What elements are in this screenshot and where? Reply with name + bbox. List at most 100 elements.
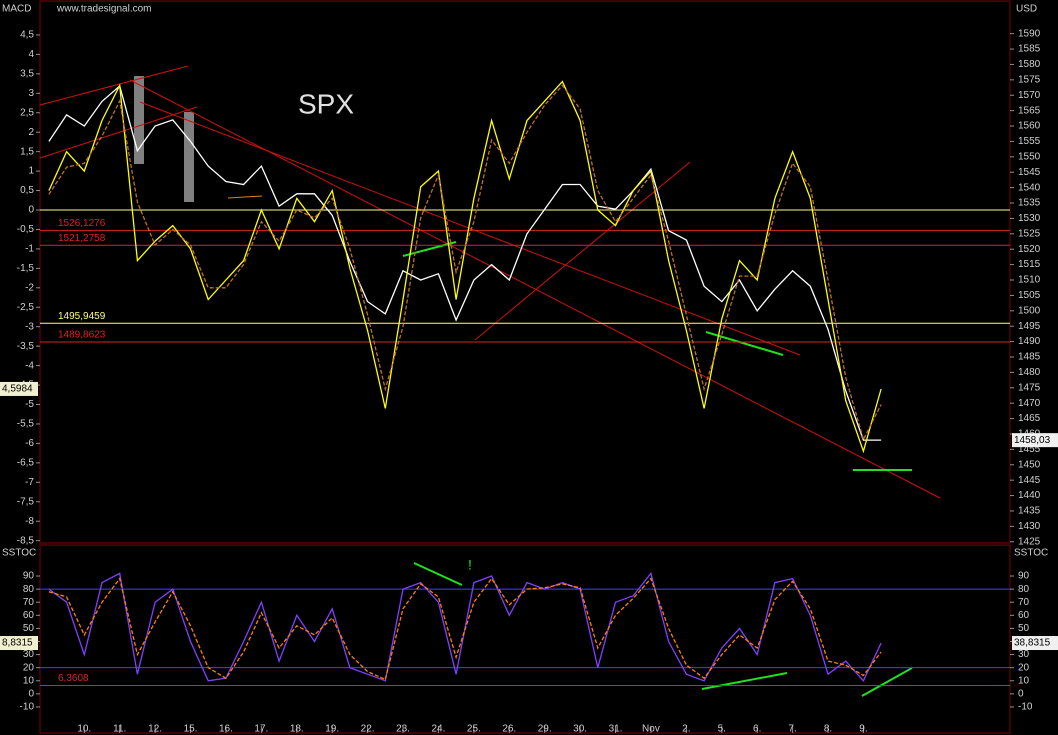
y2-tick-label: 1585 (1018, 44, 1041, 55)
y-tick-label: 1 (28, 166, 34, 177)
series-line (48, 84, 882, 441)
y-tick-label: 3,5 (20, 68, 34, 79)
y2-tick-label: 1545 (1018, 167, 1041, 178)
x-tick-label: 7. (788, 724, 796, 735)
y2-tick-label: 1480 (1018, 367, 1041, 378)
y2-tick-label: 1465 (1018, 413, 1041, 424)
x-tick-label: 25. (467, 724, 481, 735)
y-tick-label: 70 (23, 597, 35, 608)
y2-tick-label: 30 (1018, 649, 1030, 660)
y2-axis-label: USD (1016, 4, 1037, 15)
y-tick-label: 2 (28, 127, 34, 138)
x-tick-label: 2. (682, 724, 690, 735)
last-value-label: 38,8315 (1014, 638, 1051, 649)
y2-tick-label: 0 (1018, 689, 1024, 700)
x-tick-label: 15. (184, 724, 198, 735)
last-value-box (0, 381, 38, 396)
x-tick-label: 22. (361, 724, 375, 735)
y-tick-label: -7,5 (17, 496, 35, 507)
y2-tick-label: 1535 (1018, 198, 1041, 209)
y-tick-label: 30 (23, 649, 35, 660)
y-tick-label: -3,5 (17, 341, 35, 352)
y2-tick-label: 1515 (1018, 259, 1041, 270)
y2-tick-label: 1425 (1018, 536, 1041, 547)
y-tick-label: 1,5 (20, 146, 34, 157)
y2-tick-label: 1450 (1018, 459, 1041, 470)
divergence-line (413, 562, 463, 586)
y2-tick-label: 70 (1018, 597, 1030, 608)
highlight-bar (184, 112, 194, 202)
y2-tick-label: 1575 (1018, 74, 1041, 85)
y-tick-label: -5,5 (17, 419, 35, 430)
y2-tick-label: -10 (1018, 702, 1033, 713)
y2-tick-label: 1520 (1018, 244, 1041, 255)
y2-tick-label: 1475 (1018, 382, 1041, 393)
series-line (48, 84, 882, 442)
x-tick-label: 29. (538, 724, 552, 735)
y-tick-label: -4 (25, 360, 34, 371)
y-tick-label: 4,5 (20, 30, 34, 41)
x-tick-label: 30. (573, 724, 587, 735)
y2-tick-label: 80 (1018, 584, 1030, 595)
y2-tick-label: 1495 (1018, 321, 1041, 332)
trendline (474, 161, 691, 341)
divergence-line (861, 667, 913, 697)
y2-tick-label: 50 (1018, 623, 1030, 634)
y-tick-label: -1,5 (17, 263, 35, 274)
y2-tick-label: 1525 (1018, 228, 1041, 239)
x-tick-label: 17. (254, 724, 268, 735)
y2-tick-label: 20 (1018, 662, 1030, 673)
y2-tick-label: 1505 (1018, 290, 1041, 301)
source: www.tradesignal.com (56, 4, 151, 15)
last-value-label: 4,5984 (2, 384, 33, 395)
level-label: 6,3608 (58, 673, 89, 684)
y-tick-label: 20 (23, 662, 35, 673)
y-tick-label: -8,5 (17, 535, 35, 546)
main-panel-frame (39, 0, 1011, 544)
trendline (139, 101, 801, 356)
y2-tick-label: 1440 (1018, 490, 1041, 501)
last-value-label: 8,8315 (2, 638, 33, 649)
y-axis-label: SSTOC (2, 548, 36, 559)
last-value-box (1012, 636, 1058, 651)
x-tick-label: 9. (859, 724, 867, 735)
y2-tick-label: 1500 (1018, 305, 1041, 316)
annotation: ! (468, 557, 472, 573)
y2-tick-label: 1435 (1018, 506, 1041, 517)
y2-tick-label: 1550 (1018, 151, 1041, 162)
y2-tick-label: 1565 (1018, 105, 1041, 116)
y2-tick-label: 1530 (1018, 213, 1041, 224)
y-tick-label: -1 (25, 244, 34, 255)
y-tick-label: -10 (20, 702, 35, 713)
level-label: 1526,1276 (58, 218, 106, 229)
y2-tick-label: 60 (1018, 610, 1030, 621)
x-tick-label: 24. (431, 724, 445, 735)
level-label: 1495,9459 (58, 311, 106, 322)
last-value-box (0, 636, 38, 651)
x-tick-label: 31. (609, 724, 623, 735)
y-tick-label: 50 (23, 623, 35, 634)
y-tick-label: -0,5 (17, 224, 35, 235)
y2-tick-label: 1510 (1018, 275, 1041, 286)
series-line (48, 80, 882, 454)
highlight-bar (134, 76, 144, 164)
divergence-line (701, 672, 788, 690)
x-tick-label: 26. (502, 724, 516, 735)
x-tick-label: 19. (325, 724, 339, 735)
y-tick-label: -6,5 (17, 458, 35, 469)
y-tick-label: -3 (25, 321, 34, 332)
x-tick-label: 8. (824, 724, 832, 735)
y2-tick-label: 1580 (1018, 59, 1041, 70)
x-tick-label: 12. (148, 724, 162, 735)
y-tick-label: 0,5 (20, 185, 34, 196)
y2-tick-label: 1490 (1018, 336, 1041, 347)
y2-tick-label: 1445 (1018, 475, 1041, 486)
y2-tick-label: 1540 (1018, 182, 1041, 193)
y-tick-label: 10 (23, 675, 35, 686)
level-label: 1521,2758 (58, 233, 106, 244)
y-tick-label: 80 (23, 584, 35, 595)
y-tick-label: 60 (23, 610, 35, 621)
trendline (39, 106, 198, 159)
